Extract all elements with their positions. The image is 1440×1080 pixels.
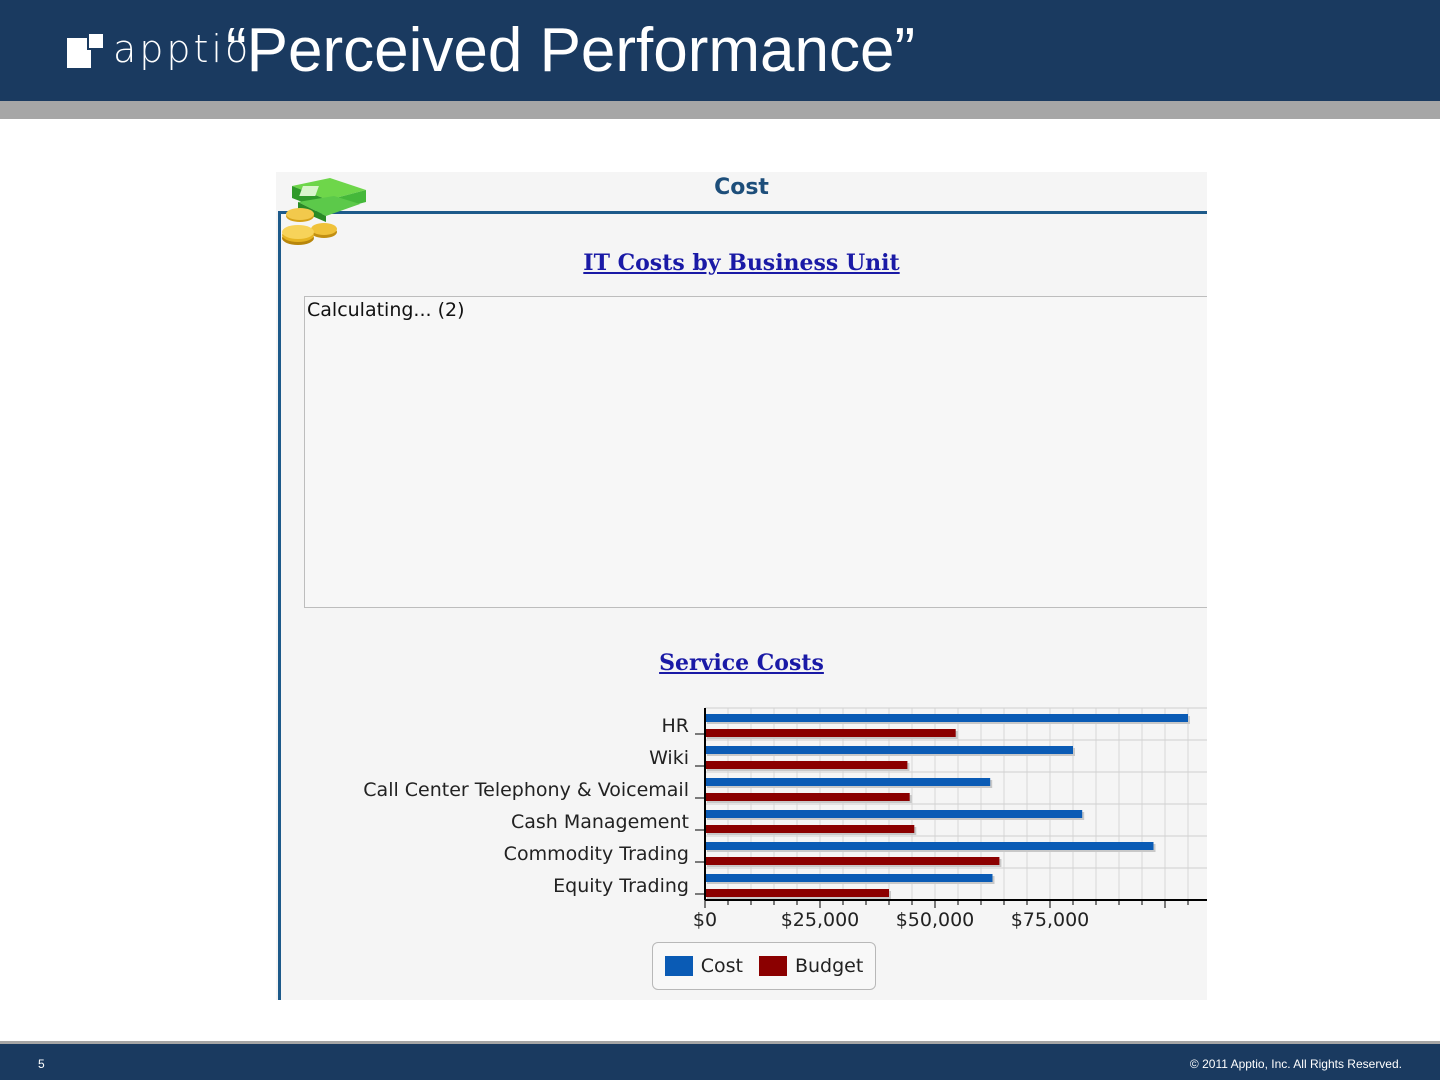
header-divider <box>0 101 1440 119</box>
bar-cost <box>705 778 991 786</box>
chart-legend: Cost Budget <box>652 942 876 990</box>
bar-budget <box>705 825 915 833</box>
x-tick-label: $0 <box>693 909 717 931</box>
x-tick-label: $75,000 <box>1011 909 1090 931</box>
panel-title: Cost <box>714 175 769 200</box>
legend-item-cost: Cost <box>664 955 743 977</box>
category-label: Cash Management <box>511 811 689 833</box>
apptio-logo: apptio <box>67 27 251 71</box>
bar-cost <box>705 810 1083 818</box>
bar-cost <box>705 842 1154 850</box>
slide-header: apptio “Perceived Performance” <box>0 0 1440 101</box>
bar-cost <box>705 714 1188 722</box>
legend-swatch-cost <box>664 956 693 976</box>
apptio-logo-mark-icon <box>67 30 105 68</box>
bar-cost <box>705 874 993 882</box>
legend-label-cost: Cost <box>700 955 743 977</box>
panel-title-rule <box>278 211 1207 214</box>
slide-title: “Perceived Performance” <box>226 16 916 85</box>
x-tick-label: $25,000 <box>781 909 860 931</box>
category-label: Commodity Trading <box>504 843 689 865</box>
legend-swatch-budget <box>758 956 787 976</box>
logo-wordmark: apptio <box>113 27 252 71</box>
service-costs-chart: HR Wiki Call Center Telephony & Voicemail C… <box>363 707 1207 931</box>
bar-budget <box>705 857 1000 865</box>
slide-footer: 5 © 2011 Apptio, Inc. All Rights Reserve… <box>0 1041 1440 1080</box>
copyright-text: © 2011 Apptio, Inc. All Rights Reserved. <box>1189 1057 1402 1071</box>
cost-dashboard-panel: Cost IT Costs by Business Unit Calculati… <box>276 172 1207 1000</box>
legend-label-budget: Budget <box>794 955 864 977</box>
category-label: Call Center Telephony & Voicemail <box>363 779 689 801</box>
x-tick-label: $50,000 <box>896 909 975 931</box>
bar-budget <box>705 889 889 897</box>
bar-budget <box>705 793 910 801</box>
calculating-status: Calculating... (2) <box>307 299 465 321</box>
category-label: HR <box>662 715 690 737</box>
category-label: Wiki <box>649 747 689 769</box>
bar-budget <box>705 761 908 769</box>
service-costs-link[interactable]: Service Costs <box>659 650 824 676</box>
it-costs-chart-placeholder: Calculating... (2) <box>304 296 1207 608</box>
page-number: 5 <box>38 1057 45 1071</box>
bar-cost <box>705 746 1073 754</box>
legend-item-budget: Budget <box>758 955 864 977</box>
money-stack-coins-icon <box>282 178 366 245</box>
panel-left-border <box>278 214 281 1000</box>
category-label: Equity Trading <box>553 875 689 897</box>
it-costs-by-business-unit-link[interactable]: IT Costs by Business Unit <box>583 250 900 276</box>
bar-budget <box>705 729 956 737</box>
